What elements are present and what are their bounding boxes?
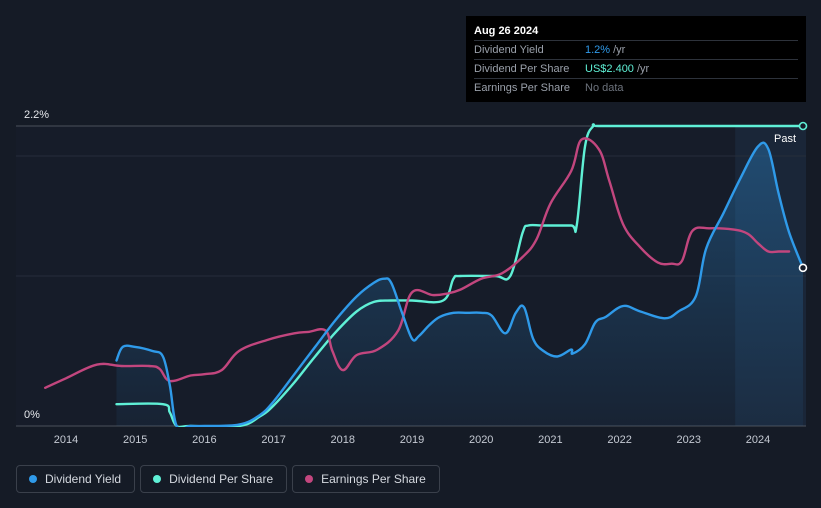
x-tick-label: 2018 bbox=[331, 434, 355, 446]
y-axis-labels: 2.2% 0% bbox=[24, 109, 49, 421]
x-axis-labels: 2014 2015 2016 2017 2018 2019 2020 2021 2022 2023… bbox=[54, 434, 770, 446]
y-tick-label: 2.2% bbox=[24, 109, 49, 121]
legend-item-dividend-yield[interactable]: Dividend Yield bbox=[16, 465, 136, 493]
tooltip-row-dividend-yield: Dividend Yield 1.2% /yr bbox=[474, 40, 798, 59]
chart-legend: Dividend Yield Dividend Per Share Earnin… bbox=[16, 465, 440, 493]
x-tick-label: 2016 bbox=[192, 434, 216, 446]
dividend-per-share-line bbox=[115, 123, 806, 427]
legend-label: Dividend Per Share bbox=[169, 472, 274, 486]
tooltip-row-dividend-per-share: Dividend Per Share US$2.400 /yr bbox=[474, 59, 798, 78]
x-tick-label: 2019 bbox=[400, 434, 424, 446]
tooltip-label: Earnings Per Share bbox=[474, 82, 570, 94]
dividend-yield-dot-icon bbox=[29, 475, 37, 483]
area-layer bbox=[116, 142, 803, 427]
past-label: Past bbox=[774, 133, 796, 145]
x-tick-label: 2021 bbox=[538, 434, 562, 446]
x-tick-label: 2014 bbox=[54, 434, 78, 446]
x-tick-label: 2020 bbox=[469, 434, 493, 446]
dividend-per-share-dot-icon bbox=[153, 475, 162, 483]
dividend-yield-line bbox=[115, 141, 805, 427]
earnings-per-share-dot-icon bbox=[305, 475, 314, 483]
tooltip-value: 1.2% bbox=[585, 44, 611, 56]
earnings-per-share-line bbox=[44, 137, 791, 389]
x-tick-label: 2015 bbox=[123, 434, 147, 446]
tooltip-unit: /yr bbox=[636, 63, 650, 75]
line-layer bbox=[44, 123, 806, 427]
tooltip-value: No data bbox=[585, 82, 624, 94]
tooltip-label: Dividend Yield bbox=[474, 44, 544, 56]
hover-tooltip: Aug 26 2024 Dividend Yield 1.2% /yr Divi… bbox=[466, 16, 806, 102]
dividend-per-share-end-marker bbox=[798, 121, 808, 131]
x-tick-label: 2017 bbox=[261, 434, 285, 446]
y-tick-label: 0% bbox=[24, 409, 40, 421]
tooltip-date: Aug 26 2024 bbox=[474, 25, 539, 37]
legend-item-earnings-per-share[interactable]: Earnings Per Share bbox=[292, 465, 440, 493]
legend-label: Dividend Yield bbox=[45, 472, 122, 486]
legend-label: Earnings Per Share bbox=[321, 472, 426, 486]
x-tick-label: 2022 bbox=[607, 434, 631, 446]
tooltip-label: Dividend Per Share bbox=[474, 63, 570, 75]
marker-layer bbox=[798, 121, 808, 273]
x-tick-label: 2024 bbox=[746, 434, 770, 446]
dividend-yield-end-marker bbox=[798, 263, 808, 273]
x-tick-label: 2023 bbox=[677, 434, 701, 446]
legend-item-dividend-per-share[interactable]: Dividend Per Share bbox=[140, 465, 288, 493]
tooltip-unit: /yr bbox=[613, 44, 626, 56]
tooltip-row-earnings-per-share: Earnings Per Share No data bbox=[474, 78, 798, 97]
dividend-yield-area bbox=[116, 142, 803, 427]
tooltip-value: US$2.400 bbox=[585, 63, 634, 75]
